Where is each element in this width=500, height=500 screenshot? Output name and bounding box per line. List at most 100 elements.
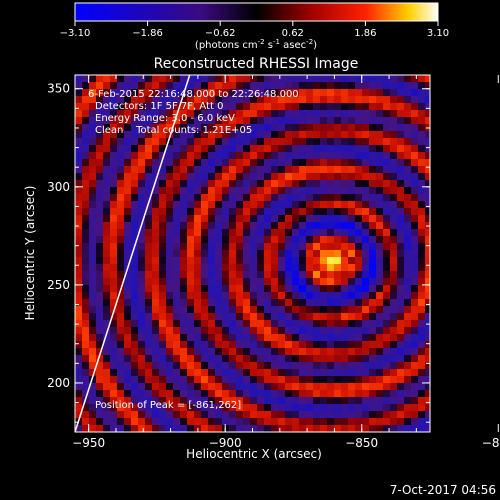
- heatmap-cell: [180, 208, 187, 215]
- heatmap-cell: [327, 397, 334, 404]
- heatmap-cell: [208, 215, 215, 222]
- heatmap-cell: [257, 369, 264, 376]
- heatmap-cell: [138, 306, 145, 313]
- heatmap-cell: [159, 355, 166, 362]
- heatmap-cell: [306, 355, 313, 362]
- heatmap-cell: [264, 138, 271, 145]
- heatmap-cell: [173, 166, 180, 173]
- heatmap-cell: [131, 138, 138, 145]
- heatmap-cell: [89, 75, 96, 82]
- heatmap-cell: [82, 194, 89, 201]
- heatmap-cell: [411, 131, 418, 138]
- heatmap-cell: [278, 187, 285, 194]
- heatmap-cell: [292, 89, 299, 96]
- heatmap-cell: [180, 82, 187, 89]
- heatmap-cell: [355, 131, 362, 138]
- heatmap-cell: [131, 285, 138, 292]
- heatmap-cell: [369, 404, 376, 411]
- heatmap-cell: [96, 418, 103, 425]
- heatmap-cell: [173, 243, 180, 250]
- heatmap-cell: [124, 208, 131, 215]
- heatmap-cell: [390, 390, 397, 397]
- heatmap-cell: [404, 425, 411, 432]
- heatmap-cell: [320, 138, 327, 145]
- heatmap-cell: [117, 348, 124, 355]
- heatmap-cell: [257, 124, 264, 131]
- heatmap-cell: [131, 180, 138, 187]
- heatmap-cell: [187, 124, 194, 131]
- heatmap-cell: [236, 383, 243, 390]
- heatmap-cell: [117, 180, 124, 187]
- heatmap-cell: [320, 159, 327, 166]
- heatmap-cell: [397, 243, 404, 250]
- heatmap-cell: [194, 327, 201, 334]
- heatmap-cell: [138, 418, 145, 425]
- heatmap-cell: [404, 411, 411, 418]
- heatmap-cell: [201, 278, 208, 285]
- heatmap-cell: [159, 236, 166, 243]
- heatmap-cell: [313, 103, 320, 110]
- heatmap-cell: [369, 138, 376, 145]
- heatmap-cell: [166, 208, 173, 215]
- footer-date: 7-Oct-2017 04:56: [390, 483, 496, 497]
- heatmap-cell: [292, 278, 299, 285]
- heatmap-cell: [264, 369, 271, 376]
- heatmap-cell: [117, 250, 124, 257]
- heatmap-cell: [418, 313, 425, 320]
- heatmap-cell: [229, 425, 236, 432]
- heatmap-cell: [208, 390, 215, 397]
- heatmap-cell: [320, 327, 327, 334]
- heatmap-cell: [187, 348, 194, 355]
- heatmap-cell: [404, 222, 411, 229]
- heatmap-cell: [96, 383, 103, 390]
- heatmap-cell: [250, 208, 257, 215]
- heatmap-cell: [327, 103, 334, 110]
- heatmap-cell: [124, 313, 131, 320]
- heatmap-cell: [362, 250, 369, 257]
- heatmap-cell: [222, 257, 229, 264]
- heatmap-cell: [271, 194, 278, 201]
- heatmap-cell: [166, 404, 173, 411]
- heatmap-cell: [271, 180, 278, 187]
- heatmap-cell: [341, 299, 348, 306]
- heatmap-cell: [306, 292, 313, 299]
- heatmap-cell: [327, 292, 334, 299]
- heatmap-cell: [236, 96, 243, 103]
- heatmap-cell: [82, 243, 89, 250]
- heatmap-cell: [82, 131, 89, 138]
- heatmap-cell: [82, 250, 89, 257]
- heatmap-cell: [348, 215, 355, 222]
- heatmap-cell: [299, 96, 306, 103]
- heatmap-cell: [201, 299, 208, 306]
- heatmap-cell: [131, 341, 138, 348]
- heatmap-cell: [362, 96, 369, 103]
- heatmap-cell: [201, 313, 208, 320]
- heatmap-cell: [96, 166, 103, 173]
- heatmap-cell: [341, 117, 348, 124]
- heatmap-cell: [229, 257, 236, 264]
- heatmap-cell: [390, 201, 397, 208]
- heatmap-cell: [306, 166, 313, 173]
- heatmap-cell: [250, 138, 257, 145]
- heatmap-cell: [166, 159, 173, 166]
- heatmap-cell: [306, 390, 313, 397]
- heatmap-cell: [418, 397, 425, 404]
- heatmap-cell: [257, 166, 264, 173]
- heatmap-cell: [313, 278, 320, 285]
- heatmap-cell: [411, 292, 418, 299]
- heatmap-cell: [411, 376, 418, 383]
- heatmap-cell: [383, 341, 390, 348]
- heatmap-cell: [397, 250, 404, 257]
- heatmap-cell: [117, 425, 124, 432]
- heatmap-cell: [285, 376, 292, 383]
- heatmap-cell: [411, 355, 418, 362]
- heatmap-cell: [257, 306, 264, 313]
- heatmap-cell: [278, 131, 285, 138]
- heatmap-cell: [194, 271, 201, 278]
- heatmap-cell: [299, 327, 306, 334]
- heatmap-cell: [145, 208, 152, 215]
- heatmap-cell: [355, 215, 362, 222]
- heatmap-cell: [222, 397, 229, 404]
- heatmap-cell: [166, 411, 173, 418]
- heatmap-cell: [257, 362, 264, 369]
